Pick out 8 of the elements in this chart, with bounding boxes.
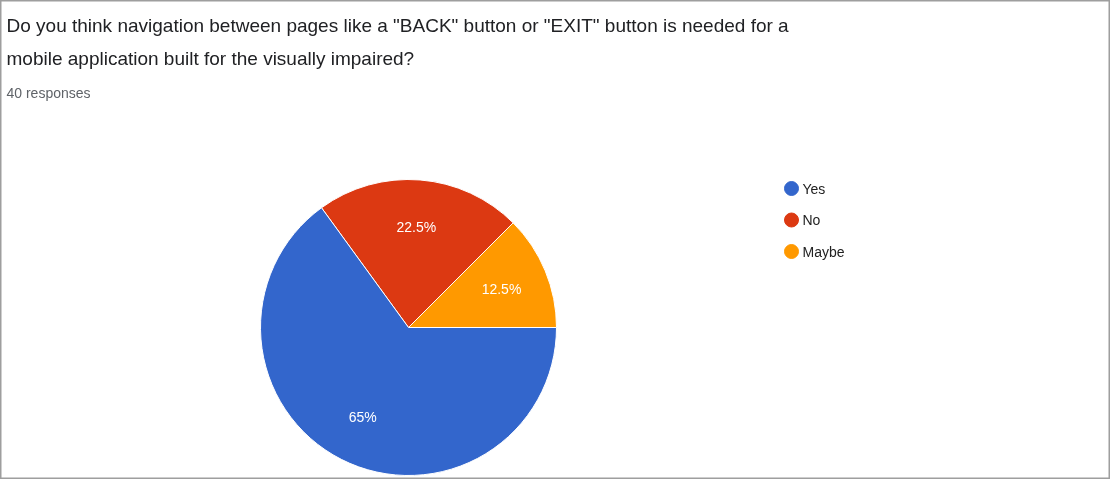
data-label: 22.5%: [396, 219, 437, 236]
legend-label: Yes: [802, 180, 826, 197]
text: 40 responses: [6, 84, 91, 101]
chart-title: Do you think navigation between pages like a "BACK" button or "EXIT" button is needed for a mobile application built for the visually impaired?: [6, 14, 790, 69]
data-label: 12.5%: [481, 280, 522, 297]
legend-label: No: [802, 212, 821, 228]
data-label: 65%: [348, 409, 377, 426]
legend-label: Maybe: [802, 243, 845, 260]
